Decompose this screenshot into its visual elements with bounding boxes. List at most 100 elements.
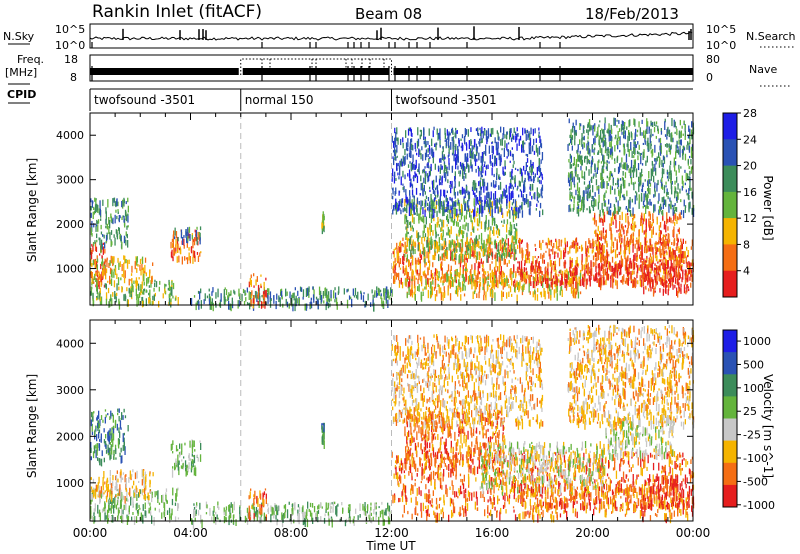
data-cell [441,276,443,280]
data-cell [574,130,576,139]
data-cell [586,253,588,262]
data-cell [183,238,185,246]
data-cell [605,166,608,170]
data-cell [540,172,542,176]
data-cell [545,250,547,253]
data-cell [439,243,441,251]
data-cell [575,266,577,273]
data-cell [674,277,677,284]
data-cell [459,282,461,291]
data-cell [513,160,515,165]
data-cell [628,277,630,281]
data-cell [641,267,643,277]
data-cell [455,143,457,151]
data-cell [484,204,486,211]
data-cell [479,246,481,250]
data-cell [175,251,177,254]
data-cell [624,162,626,170]
data-cell [431,286,433,296]
data-cell [580,156,583,166]
data-cell [144,264,146,274]
data-cell [434,245,436,254]
data-cell [655,254,657,258]
data-cell [496,266,499,272]
data-cell [499,240,501,243]
data-cell [687,159,689,164]
data-cell [638,121,640,128]
data-cell [528,142,530,149]
data-cell [482,250,484,256]
data-cell [452,248,454,252]
data-cell [416,205,418,213]
data-cell [645,229,647,235]
data-cell [689,269,691,273]
data-cell [641,212,643,216]
data-cell [103,284,106,288]
data-cell [393,147,396,157]
data-cell [401,281,404,289]
data-cell [414,275,416,282]
data-cell [453,243,456,247]
data-cell [601,181,603,189]
data-cell [502,166,504,175]
data-cell [538,179,541,184]
data-cell [96,285,98,294]
data-cell [639,172,641,178]
data-cell [636,150,639,155]
data-cell [427,197,430,202]
data-cell [517,209,520,219]
data-cell [110,213,112,219]
data-cell [406,240,408,247]
data-cell [423,185,425,192]
data-cell [484,227,486,232]
data-cell [410,138,413,143]
data-cell [435,175,437,183]
data-cell [589,270,591,275]
data-cell [667,226,669,231]
data-cell [245,293,247,296]
data-cell [116,283,118,291]
data-cell [658,269,660,272]
data-cell [642,142,644,145]
data-cell [667,240,669,244]
data-cell [589,240,591,249]
data-cell [109,275,111,285]
data-cell [658,240,660,244]
data-cell [639,275,641,281]
data-cell [115,209,117,213]
data-cell [621,279,623,283]
data-cell [101,258,104,265]
data-cell [662,156,665,161]
data-cell [668,171,670,179]
data-cell [582,144,584,150]
data-cell [414,173,416,178]
data-cell [483,239,485,248]
data-cell [649,262,651,268]
data-cell [131,265,133,273]
data-cell [438,254,440,262]
data-cell [415,149,417,152]
data-cell [396,145,398,153]
data-cell [474,186,476,191]
data-cell [405,216,408,223]
data-cell [635,128,637,136]
data-cell [412,176,414,179]
data-cell [573,197,575,204]
data-cell [598,263,601,268]
data-cell [672,229,674,237]
data-cell [556,277,558,286]
data-cell [546,281,548,288]
data-cell [494,137,496,144]
data-cell [533,268,535,274]
data-cell [92,242,95,247]
data-cell [653,126,656,133]
data-cell [514,284,516,292]
data-cell [456,202,459,205]
data-cell [217,288,219,298]
data-cell [634,161,636,165]
data-cell [473,145,475,150]
data-cell [506,243,508,246]
data-cell [641,119,643,124]
data-cell [440,164,442,171]
data-cell [142,292,144,295]
